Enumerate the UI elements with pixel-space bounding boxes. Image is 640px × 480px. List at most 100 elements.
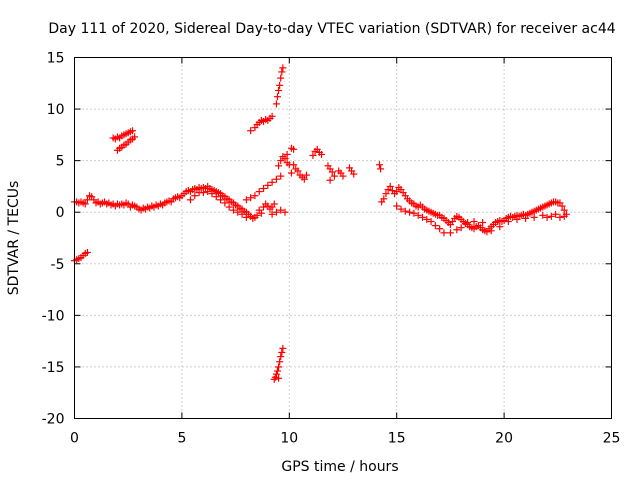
x-tick-label: 5 (177, 431, 186, 447)
data-point (302, 171, 310, 179)
data-point (393, 188, 401, 196)
data-point (271, 373, 279, 381)
data-point (281, 155, 289, 163)
x-tick-label: 15 (388, 431, 406, 447)
x-tick-label: 10 (280, 431, 298, 447)
y-tick-label: -15 (42, 360, 65, 376)
data-point (277, 74, 285, 82)
data-point (279, 64, 287, 72)
data-point (212, 193, 220, 201)
y-tick-label: 5 (56, 154, 65, 170)
data-point (272, 100, 280, 108)
data-point (560, 212, 568, 220)
data-point (504, 217, 512, 225)
data-point (131, 133, 139, 141)
data-point (275, 374, 283, 382)
data-point (543, 213, 551, 221)
data-point (406, 208, 414, 216)
data-point (253, 211, 261, 219)
data-point (487, 227, 495, 235)
data-point (81, 200, 89, 208)
data-point (255, 188, 263, 196)
data-point (440, 229, 448, 237)
x-axis-label: GPS time / hours (281, 459, 398, 475)
data-point (225, 203, 233, 211)
data-point (208, 190, 216, 198)
data-point (278, 68, 286, 76)
data-point (257, 209, 265, 217)
data-point (386, 182, 394, 190)
data-point (290, 161, 298, 169)
data-point (264, 181, 272, 189)
data-point (397, 205, 405, 213)
data-point (278, 348, 286, 356)
data-point (382, 190, 390, 198)
data-point (410, 209, 418, 217)
data-point (186, 196, 194, 204)
data-point (560, 206, 568, 214)
data-point (294, 167, 302, 175)
data-point (273, 367, 281, 375)
data-point (401, 207, 409, 215)
data-point (287, 169, 295, 177)
data-point (217, 196, 225, 204)
data-point (464, 219, 472, 227)
data-point (283, 150, 291, 158)
y-tick-label: -20 (42, 412, 65, 428)
data-point (380, 195, 388, 203)
data-point (275, 363, 283, 371)
data-point (234, 208, 242, 216)
data-point (247, 194, 255, 202)
data-point (418, 213, 426, 221)
data-point (376, 161, 384, 169)
x-tick-label: 25 (603, 431, 621, 447)
data-point (276, 358, 284, 366)
data-point (393, 202, 401, 210)
data-point (128, 127, 136, 135)
data-point (273, 93, 281, 101)
data-point (272, 208, 280, 216)
y-tick-label: 15 (47, 51, 65, 67)
data-point (496, 223, 504, 231)
data-point (326, 176, 334, 184)
chart-title: Day 111 of 2020, Sidereal Day-to-day VTE… (48, 21, 615, 37)
y-tick-label: -5 (51, 257, 65, 273)
data-point (414, 211, 422, 219)
data-point (423, 215, 431, 223)
data-point (436, 225, 444, 233)
data-point (431, 222, 439, 230)
data-point (339, 172, 347, 180)
data-point (272, 175, 280, 183)
data-point (229, 206, 237, 214)
data-point (281, 208, 289, 216)
data-point (277, 206, 285, 214)
data-point (470, 217, 478, 225)
data-point (247, 127, 255, 135)
data-point (268, 178, 276, 186)
data-point (242, 213, 250, 221)
data-point (270, 200, 278, 208)
data-point (242, 196, 250, 204)
data-point (328, 168, 336, 176)
data-point (377, 165, 385, 173)
x-tick-label: 0 (70, 431, 79, 447)
data-point (272, 370, 280, 378)
data-point (558, 202, 566, 210)
data-point (83, 248, 91, 256)
data-point (260, 184, 268, 192)
data-point (191, 192, 199, 200)
data-point (446, 229, 454, 237)
data-point (276, 81, 284, 89)
data-point (277, 157, 285, 165)
data-point (350, 170, 358, 178)
data-point (556, 213, 564, 221)
data-point (552, 210, 560, 218)
plot-frame (74, 57, 612, 419)
data-point (221, 199, 229, 207)
data-point (539, 211, 547, 219)
x-tick-label: 20 (495, 431, 513, 447)
data-point (268, 112, 276, 120)
data-point (199, 189, 207, 197)
data-point (453, 226, 461, 234)
